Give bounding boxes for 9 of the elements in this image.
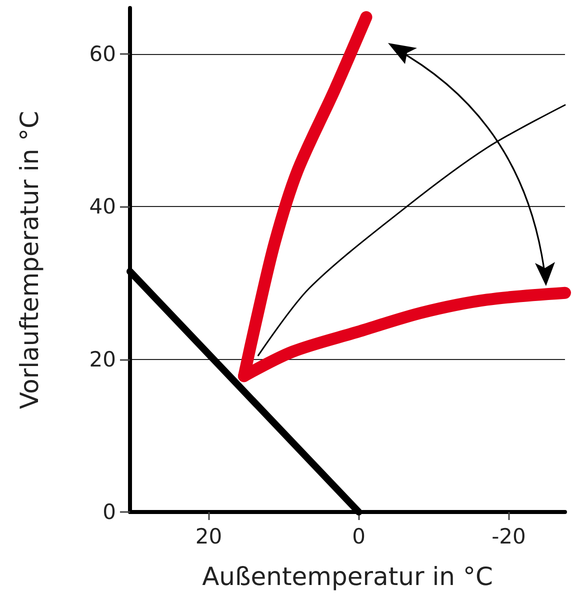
- x-tick-label: 0: [352, 524, 366, 548]
- y-axis-title: Vorlauftemperatur in °C: [15, 110, 44, 410]
- y-tick-label: 20: [89, 347, 116, 372]
- x-tick-label: 20: [195, 524, 222, 548]
- x-axis-title: Außentemperatur in °C: [202, 562, 493, 591]
- y-tick-label: 40: [89, 194, 116, 219]
- y-tick-label: 0: [102, 500, 116, 524]
- x-tick-label: -20: [492, 524, 526, 548]
- y-tick-label: 60: [89, 42, 116, 66]
